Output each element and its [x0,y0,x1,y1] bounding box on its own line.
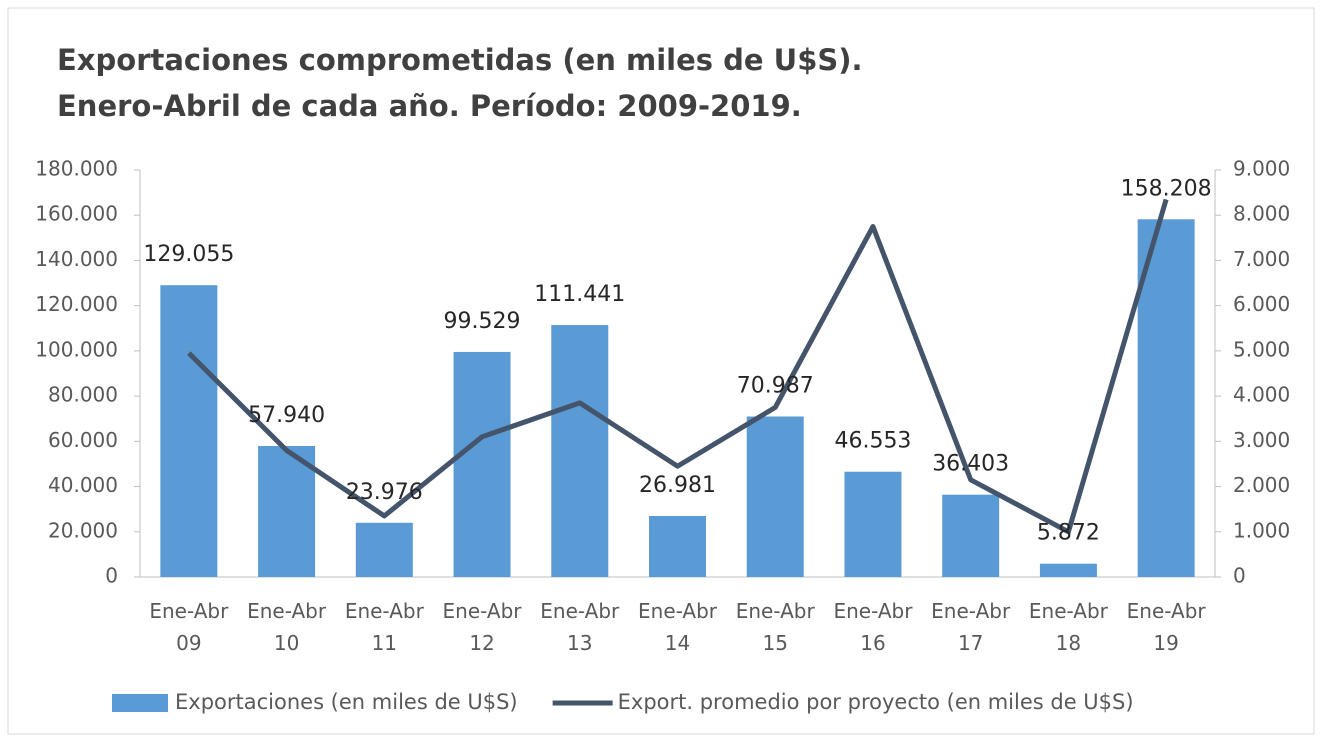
bar [160,285,218,577]
data-label: 46.553 [834,429,911,454]
chart-title: Exportaciones comprometidas (en miles de… [57,43,863,77]
bar [551,325,609,577]
bar [355,522,413,577]
y-tick-label: 60.000 [48,428,118,452]
chart-frame [7,7,1315,735]
y-tick-label: 180.000 [35,157,118,181]
data-label: 129.055 [143,242,234,267]
x-tick-label: Ene-Abr 12 [443,599,523,655]
data-label: 111.441 [534,282,625,307]
data-label: 70.987 [737,373,814,398]
legend-label: Exportaciones (en miles de U$S) [175,690,518,714]
bar [258,445,316,577]
y-tick-label: 0 [105,564,118,588]
data-label: 5.872 [1037,521,1100,546]
bar [746,416,804,577]
y2-tick-label: 1.000 [1233,518,1290,542]
y-tick-label: 20.000 [48,518,118,542]
bar [942,494,1000,577]
x-tick-label: Ene-Abr 18 [1029,599,1109,655]
x-tick-label: Ene-Abr 10 [247,599,327,655]
bar [1137,219,1195,577]
y-tick-label: 100.000 [35,337,118,361]
x-tick-label: Ene-Abr 17 [931,599,1011,655]
data-label: 26.981 [639,473,716,498]
chart-title: Enero-Abril de cada año. Período: 2009-2… [57,89,802,123]
x-tick-label: Ene-Abr 14 [638,599,718,655]
y2-tick-label: 2.000 [1233,473,1290,497]
x-tick-label: Ene-Abr 11 [345,599,425,655]
y2-tick-label: 9.000 [1233,157,1290,181]
y-tick-label: 80.000 [48,383,118,407]
data-label: 57.940 [248,403,325,428]
bar [1039,563,1097,577]
data-label: 23.976 [346,480,423,505]
bar [844,471,902,577]
y-tick-label: 140.000 [35,247,118,271]
y-tick-label: 40.000 [48,473,118,497]
y2-tick-label: 3.000 [1233,428,1290,452]
x-tick-label: Ene-Abr 13 [540,599,620,655]
y2-tick-label: 8.000 [1233,202,1290,226]
legend-swatch [112,694,168,712]
y2-tick-label: 5.000 [1233,337,1290,361]
y-tick-label: 120.000 [35,292,118,316]
y2-tick-label: 4.000 [1233,383,1290,407]
x-tick-label: Ene-Abr 19 [1127,599,1207,655]
bar [649,515,706,577]
data-label: 36.403 [932,452,1009,477]
x-tick-label: Ene-Abr 15 [736,599,816,655]
y2-tick-label: 7.000 [1233,247,1290,271]
y-tick-label: 160.000 [35,202,118,226]
x-tick-label: Ene-Abr 16 [833,599,913,655]
data-label: 158.208 [1121,176,1212,201]
y2-tick-label: 6.000 [1233,292,1290,316]
bar [453,351,511,577]
x-tick-label: Ene-Abr 09 [149,599,229,655]
legend-label: Export. promedio por proyecto (en miles … [618,690,1134,714]
data-label: 99.529 [444,309,521,334]
line [187,198,1169,535]
y2-tick-label: 0 [1233,564,1246,588]
